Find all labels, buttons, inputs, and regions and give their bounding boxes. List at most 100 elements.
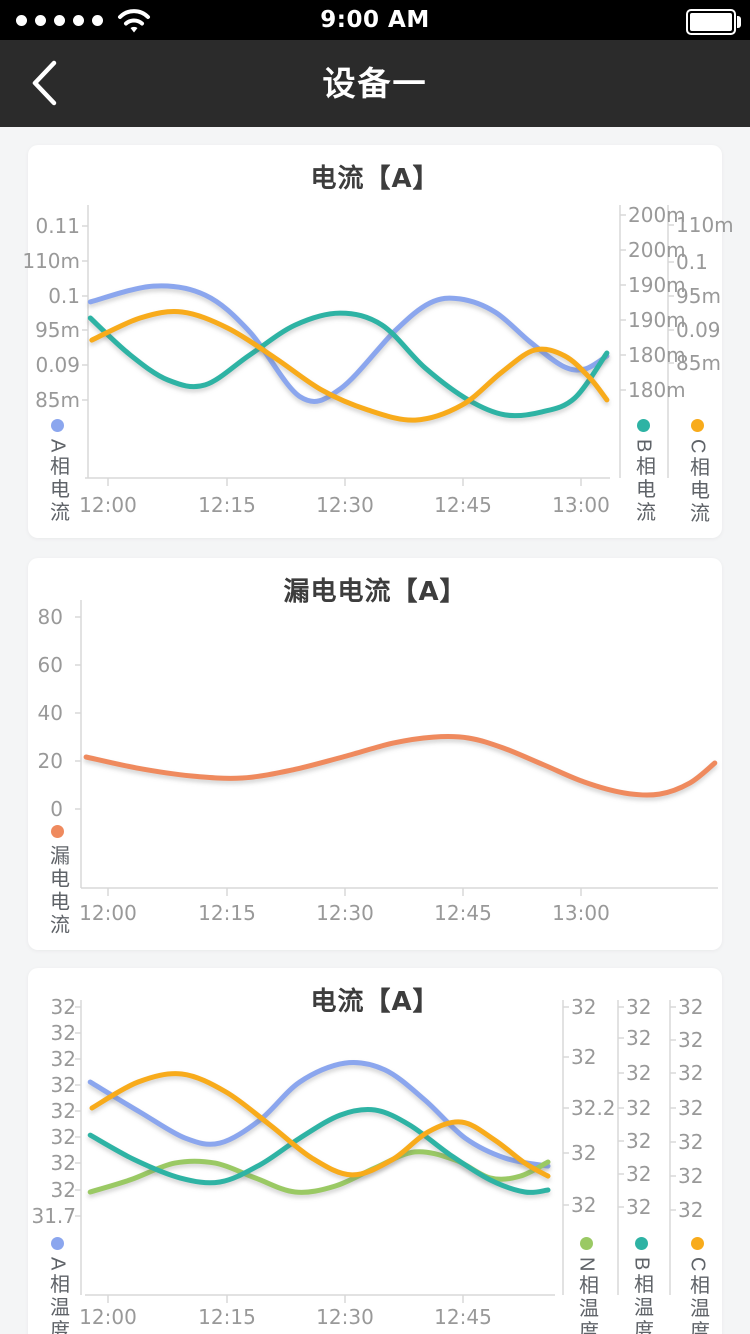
y-axis-tick-label: 180m xyxy=(628,343,686,367)
status-time: 9:00 AM xyxy=(320,7,430,33)
page-title: 设备一 xyxy=(322,64,428,103)
signal-dot xyxy=(73,14,84,26)
legend-dot-icon xyxy=(579,1237,593,1250)
chart-card-temperature: 电流【A】 32 32 32 32 32 32 32 32 31.7 32 32 32.2 32 32 32 3… xyxy=(28,968,722,1334)
x-axis-tick-label: 12:15 xyxy=(198,1305,256,1329)
legend-item[interactable]: B相温度 xyxy=(626,1237,656,1334)
legend-item[interactable]: A相电流 xyxy=(42,419,72,524)
y-axis-tick-label: 32 xyxy=(626,1162,652,1186)
y-axis-tick-label: 0.09 xyxy=(676,318,721,342)
legend-label: B相温度 xyxy=(630,1257,653,1334)
y-axis-tick-label: 32 xyxy=(626,1061,652,1085)
y-axis-tick-label: 31.7 xyxy=(31,1204,76,1228)
chart-card-current: 电流【A】 0.11 110m 0.1 95m 0.09 85m 200m 200m 190m 19… xyxy=(22,145,734,538)
y-axis-tick-label: 20 xyxy=(37,749,63,773)
y-axis-tick-label: 0.09 xyxy=(35,353,80,377)
signal-dot xyxy=(16,14,27,26)
y-axis-tick-label: 32 xyxy=(626,1195,652,1219)
chart-plot[interactable] xyxy=(28,145,722,538)
y-axis-tick-label: 32 xyxy=(50,1178,76,1202)
y-axis-tick-label: 0.11 xyxy=(35,214,80,238)
nav-bar: 设备一 xyxy=(0,40,750,127)
y-axis-tick-label: 95m xyxy=(676,284,721,308)
series-line[interactable] xyxy=(89,1071,551,1179)
legend-label: 漏电电流 xyxy=(46,845,69,937)
legend-dot-icon xyxy=(634,1237,648,1250)
y-axis-tick-label: 32 xyxy=(571,1193,597,1217)
y-axis-tick-label: 32 xyxy=(626,995,652,1019)
x-axis-tick-label: 12:30 xyxy=(316,901,374,925)
y-axis-tick-label: 32 xyxy=(571,995,597,1019)
y-axis-tick-label: 32 xyxy=(678,1164,704,1188)
y-axis-tick-label: 32 xyxy=(50,1073,76,1097)
y-axis-tick-label: 80 xyxy=(37,605,63,629)
y-axis-tick-label: 32.2 xyxy=(571,1096,616,1120)
signal-dot xyxy=(35,14,46,26)
y-axis-tick-label: 110m xyxy=(676,213,734,237)
y-axis-tick-label: 32 xyxy=(50,1021,76,1045)
legend-label: A相温度 xyxy=(46,1257,69,1334)
y-axis-tick-label: 85m xyxy=(676,351,721,375)
x-axis-tick-label: 12:45 xyxy=(434,901,492,925)
legend-item[interactable]: 漏电电流 xyxy=(42,825,72,937)
y-axis-tick-label: 32 xyxy=(678,1061,704,1085)
series-line[interactable] xyxy=(87,283,610,404)
battery-fill xyxy=(690,13,732,31)
series-line[interactable] xyxy=(87,1106,551,1195)
legend-item[interactable]: C相电流 xyxy=(682,419,712,525)
x-axis-tick-label: 12:15 xyxy=(198,901,256,925)
legend-dot-icon xyxy=(50,1237,64,1250)
y-axis-tick-label: 200m xyxy=(628,203,686,227)
back-button[interactable] xyxy=(16,56,72,112)
legend-item[interactable]: N相温度 xyxy=(571,1237,601,1334)
legend-label: B相电流 xyxy=(632,439,655,525)
legend-label: C相电流 xyxy=(686,439,709,526)
y-axis-tick-label: 32 xyxy=(50,1047,76,1071)
x-axis-tick-label: 12:00 xyxy=(79,1305,137,1329)
y-axis-tick-label: 32 xyxy=(571,1045,597,1069)
chart-title: 漏电电流【A】 xyxy=(283,577,467,607)
series-line[interactable] xyxy=(87,1059,551,1169)
chevron-left-icon xyxy=(32,60,57,105)
legend-label: C相温度 xyxy=(686,1257,709,1334)
y-axis-tick-label: 60 xyxy=(37,653,63,677)
y-axis-tick-label: 32 xyxy=(50,995,76,1019)
chart-plot[interactable] xyxy=(28,968,722,1334)
wifi-icon xyxy=(118,8,150,32)
signal-dot xyxy=(92,14,103,26)
legend-item[interactable]: B相电流 xyxy=(628,419,658,524)
y-axis-tick-label: 0 xyxy=(50,797,63,821)
y-axis-tick-label: 32 xyxy=(678,1096,704,1120)
y-axis-tick-label: 190m xyxy=(628,308,686,332)
y-axis-tick-label: 0.1 xyxy=(676,250,708,274)
chart-title: 电流【A】 xyxy=(310,164,440,194)
y-axis-tick-label: 0.1 xyxy=(48,284,80,308)
legend-dot-icon xyxy=(690,419,704,432)
x-axis-tick-label: 12:00 xyxy=(79,901,137,925)
y-axis-tick-label: 40 xyxy=(37,701,63,725)
y-axis-tick-label: 32 xyxy=(678,1198,704,1222)
series-line[interactable] xyxy=(87,310,610,419)
x-axis-tick-label: 12:45 xyxy=(434,1305,492,1329)
status-bar: 9:00 AM xyxy=(0,0,750,40)
y-axis-tick-label: 190m xyxy=(628,273,686,297)
series-line[interactable] xyxy=(83,733,718,798)
y-axis-tick-label: 32 xyxy=(626,1129,652,1153)
x-axis-tick-label: 12:15 xyxy=(198,493,256,517)
chart-plot[interactable] xyxy=(28,558,722,950)
battery-icon xyxy=(686,9,741,35)
y-axis-tick-label: 200m xyxy=(628,238,686,262)
legend-item[interactable]: C相温度 xyxy=(682,1237,712,1334)
x-axis-tick-label: 13:00 xyxy=(552,901,610,925)
y-axis-tick-label: 85m xyxy=(35,388,80,412)
y-axis-tick-label: 95m xyxy=(35,318,80,342)
status-left xyxy=(16,0,151,40)
y-axis-tick-label: 32 xyxy=(626,1096,652,1120)
x-axis-tick-label: 12:00 xyxy=(79,493,137,517)
y-axis-tick-label: 32 xyxy=(678,995,704,1019)
legend-item[interactable]: A相温度 xyxy=(42,1237,72,1334)
y-axis-tick-label: 32 xyxy=(571,1141,597,1165)
series-line[interactable] xyxy=(89,309,610,423)
y-axis-tick-label: 32 xyxy=(50,1151,76,1175)
y-axis-tick-label: 180m xyxy=(628,378,686,402)
